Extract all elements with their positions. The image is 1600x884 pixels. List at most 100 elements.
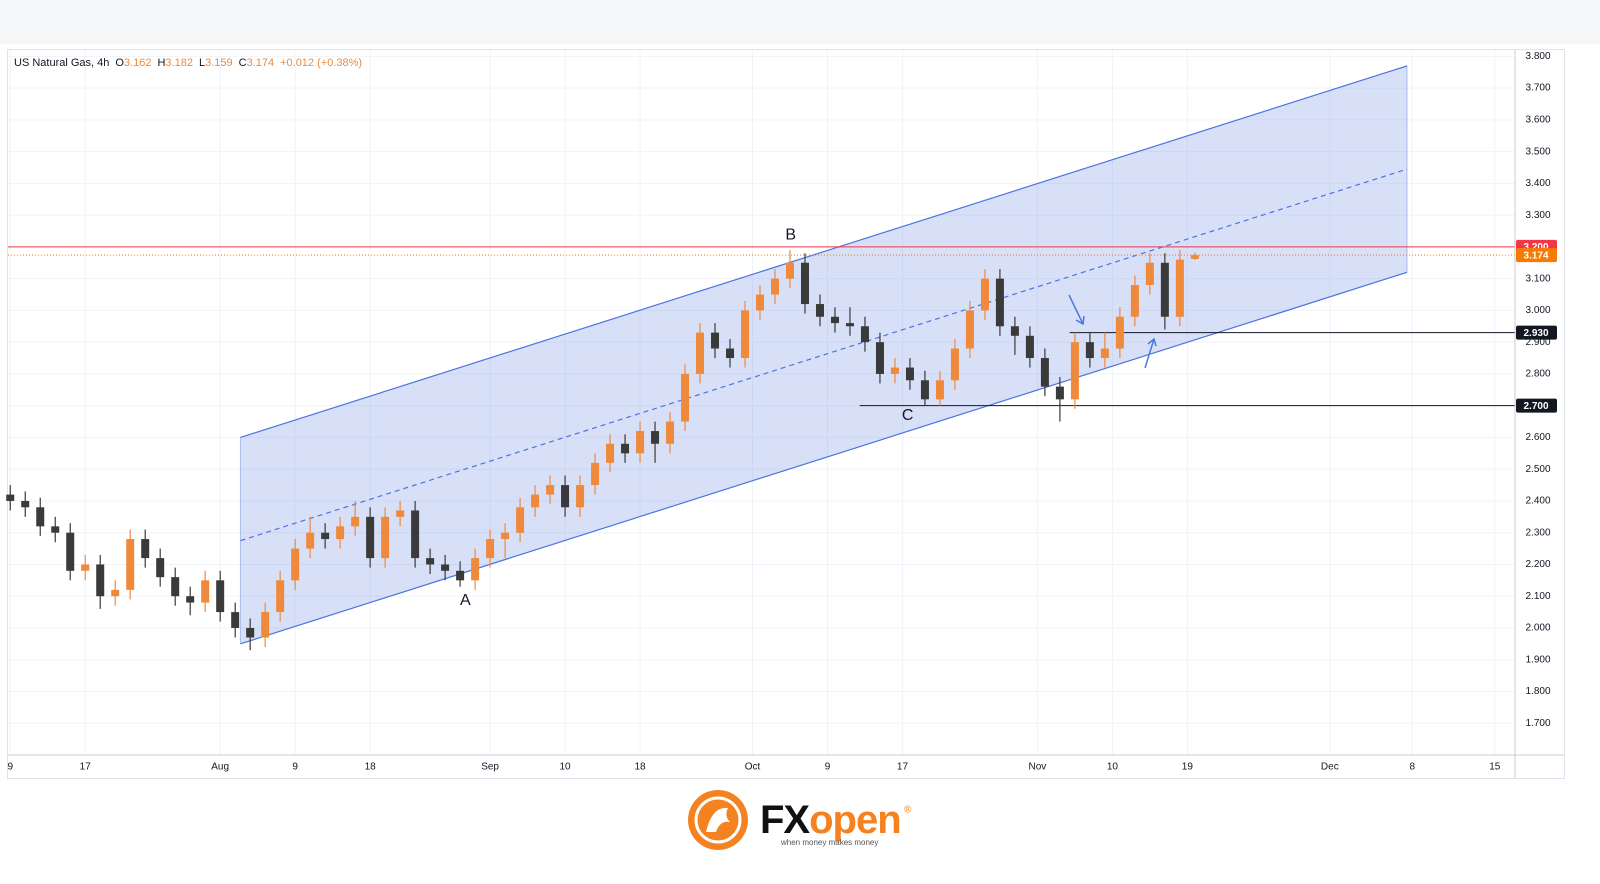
candle-body — [576, 485, 585, 508]
ohlc-prefix: O — [115, 57, 124, 69]
annotation: A — [460, 592, 471, 609]
candle-body — [411, 510, 420, 559]
candle-body — [726, 348, 735, 359]
candle-body — [381, 516, 390, 559]
ohlc-value: 3.159 — [205, 57, 233, 69]
candle-body — [800, 262, 809, 305]
y-tick-label: 2.900 — [1525, 337, 1550, 348]
candle-body — [306, 532, 315, 549]
candle-body — [456, 570, 465, 581]
x-tick-label: 17 — [80, 762, 92, 773]
candle-body — [1190, 255, 1199, 259]
candle-body — [516, 507, 525, 533]
candle-body — [216, 580, 225, 613]
ohlc-prefix: H — [157, 57, 165, 69]
y-tick-label: 2.500 — [1525, 464, 1550, 475]
chart-header: US Natural Gas, 4h O3.162 H3.182 L3.159 C3.1… — [14, 57, 362, 69]
candle-body — [156, 558, 165, 578]
candle-body — [6, 494, 15, 501]
candle-body — [351, 516, 360, 527]
candle-body — [96, 564, 105, 597]
candle-body — [756, 294, 765, 311]
brand-open: open — [809, 798, 901, 842]
candle-body — [1115, 316, 1124, 349]
candle-body — [186, 596, 195, 603]
candle-body — [845, 323, 854, 327]
candle-body — [875, 342, 884, 374]
candle-body — [546, 485, 555, 495]
y-tick-label: 3.700 — [1525, 83, 1550, 94]
candle-body — [366, 516, 375, 559]
candle-body — [935, 380, 944, 400]
x-tick-label: 18 — [365, 762, 377, 773]
candle-body — [426, 558, 435, 565]
candle-body — [830, 316, 839, 324]
x-tick-label: 18 — [634, 762, 646, 773]
candle-body — [905, 367, 914, 381]
candle-body — [1055, 386, 1064, 400]
candle-body — [471, 558, 480, 581]
candle-body — [246, 627, 255, 638]
ohlc-value: 3.174 — [247, 57, 275, 69]
y-tick-label: 2.300 — [1525, 527, 1550, 538]
level-label: 2.930 — [1523, 328, 1548, 339]
candle-body — [276, 580, 285, 613]
x-tick-label: Oct — [745, 762, 761, 773]
candle-body — [666, 421, 675, 444]
y-tick-label: 3.400 — [1525, 178, 1550, 189]
y-tick-label: 2.100 — [1525, 591, 1550, 602]
last-price-label: 3.174 — [1523, 250, 1548, 261]
x-tick-label: 10 — [1107, 762, 1119, 773]
candle-body — [591, 462, 600, 486]
candle-body — [231, 612, 240, 628]
arrow-up — [1144, 337, 1157, 369]
candle-body — [1070, 342, 1079, 400]
candle-body — [1100, 348, 1109, 359]
candle-body — [1085, 342, 1094, 359]
level-box — [1516, 325, 1557, 340]
candle-body — [336, 526, 345, 540]
x-tick-label: 19 — [1182, 762, 1194, 773]
y-tick-label: 3.600 — [1525, 115, 1550, 126]
candle-body — [66, 532, 75, 571]
level-label: 3.200 — [1523, 242, 1548, 253]
ohlc-value: 3.182 — [165, 57, 193, 69]
candle-body — [291, 548, 300, 581]
candle-body — [1175, 259, 1184, 317]
price-change: +0.012 (+0.38%) — [280, 57, 362, 69]
candle-body — [1130, 285, 1139, 317]
candle-body — [651, 431, 660, 444]
x-tick-label: 10 — [560, 762, 572, 773]
candle-body — [396, 510, 405, 517]
annotation: C — [902, 407, 914, 424]
candle-body — [201, 580, 210, 603]
y-tick-label: 3.100 — [1525, 273, 1550, 284]
brand: FXopen — [760, 798, 901, 842]
y-tick-label: 2.000 — [1525, 623, 1550, 634]
y-tick-label: 1.900 — [1525, 654, 1550, 665]
candle-body — [171, 577, 180, 597]
channel-lower — [240, 271, 1408, 645]
chart-title: US Natural Gas, 4h — [14, 57, 109, 69]
candle-body — [621, 443, 630, 454]
candle-body — [711, 332, 720, 349]
chart-frame — [7, 49, 1565, 779]
logo-emblem-bull — [706, 807, 730, 832]
candle-body — [81, 564, 90, 571]
annotation: B — [785, 226, 796, 243]
candle-body — [321, 532, 330, 540]
ohlc-prefix: L — [199, 57, 205, 69]
y-tick-label: 2.800 — [1525, 369, 1550, 380]
candle-body — [531, 494, 540, 508]
y-tick-label: 2.600 — [1525, 432, 1550, 443]
last-price-box — [1516, 248, 1557, 263]
candle-body — [111, 589, 120, 597]
candle-body — [950, 348, 959, 381]
candle-body — [636, 431, 645, 454]
candle-body — [486, 539, 495, 559]
candle-body — [770, 278, 779, 295]
level-box — [1516, 398, 1557, 413]
logo: FXopen ® when money makes money — [688, 790, 912, 850]
